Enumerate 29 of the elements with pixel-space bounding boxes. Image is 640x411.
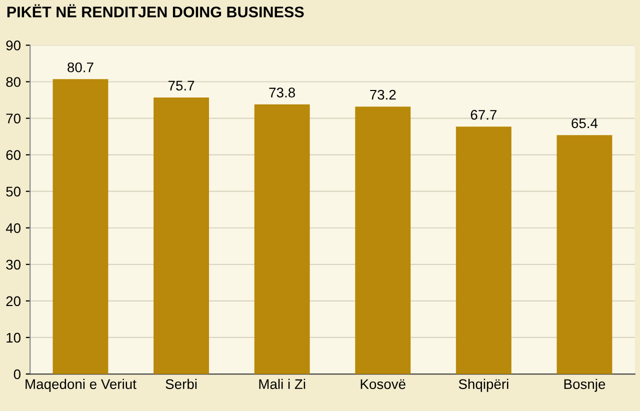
x-tick-label: Shqipëri: [458, 378, 508, 392]
y-tick-label: 0: [14, 369, 21, 380]
x-tick-label: Kosovë: [360, 379, 406, 390]
x-tick-label: Maqedoni e Veriut: [26, 378, 136, 392]
y-tick-label: 40: [6, 223, 21, 234]
bar: [52, 79, 108, 374]
x-tick-label: Bosnje: [564, 378, 606, 392]
data-label: 65.4: [572, 118, 598, 128]
y-tick-label: 80: [6, 77, 21, 87]
data-label: 80.7: [68, 62, 94, 72]
bar: [154, 97, 209, 374]
bar: [556, 135, 612, 374]
y-tick-label: 30: [6, 260, 21, 270]
bar: [355, 106, 411, 374]
data-label: 73.2: [370, 90, 396, 100]
bar: [456, 126, 512, 374]
y-tick-label: 50: [6, 186, 21, 197]
y-tick-label: 20: [6, 296, 21, 306]
chart-title: PIKËT NË RENDITJEN DOING BUSINESS: [7, 4, 304, 18]
data-label: 75.7: [168, 80, 194, 91]
y-tick-label: 60: [6, 150, 21, 160]
y-tick-label: 10: [6, 332, 21, 343]
y-tick-label: 90: [6, 40, 21, 50]
data-label: 67.7: [470, 110, 496, 120]
x-tick-label: Mali i Zi: [259, 378, 306, 390]
data-label: 73.8: [269, 88, 295, 98]
x-tick-label: Serbi: [166, 378, 197, 390]
y-tick-label: 70: [6, 114, 21, 124]
bar: [254, 104, 310, 374]
